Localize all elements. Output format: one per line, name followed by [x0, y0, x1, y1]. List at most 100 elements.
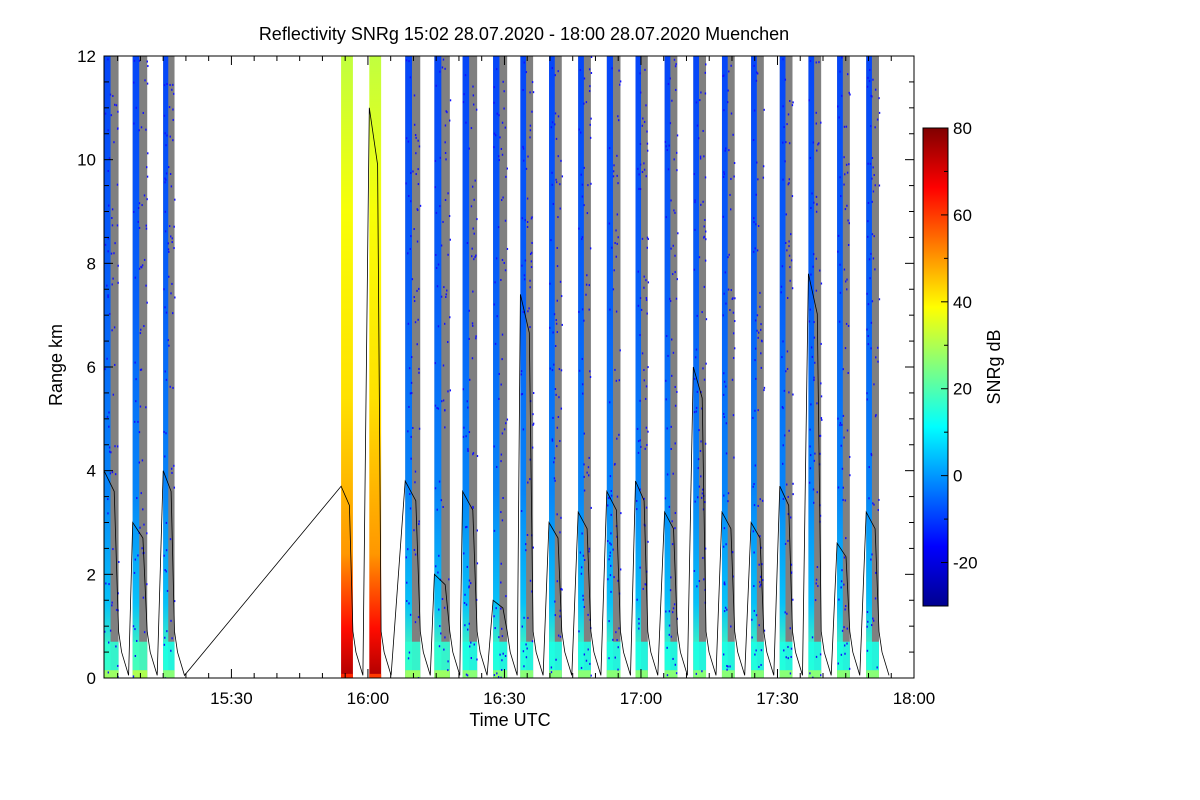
- speckle: [784, 434, 786, 437]
- speckle: [838, 320, 841, 323]
- speckle: [787, 645, 789, 648]
- speckle: [866, 328, 868, 331]
- scan-column-lowrange: [635, 641, 648, 678]
- speckle: [532, 546, 534, 549]
- speckle: [733, 175, 735, 178]
- speckle: [782, 141, 784, 144]
- speckle: [756, 329, 758, 332]
- speckle: [614, 462, 616, 465]
- speckle: [135, 106, 137, 109]
- speckle: [754, 359, 756, 362]
- speckle: [554, 614, 556, 617]
- speckle: [464, 593, 466, 596]
- speckle: [809, 454, 812, 457]
- speckle: [812, 265, 814, 268]
- speckle: [878, 298, 881, 301]
- speckle: [732, 133, 734, 136]
- speckle: [472, 505, 474, 508]
- speckle: [813, 376, 815, 379]
- speckle: [108, 583, 110, 586]
- speckle: [447, 669, 449, 672]
- speckle: [468, 585, 470, 588]
- scan-column-lowrange: [751, 641, 764, 678]
- speckle: [849, 93, 851, 96]
- speckle: [703, 236, 705, 239]
- speckle: [815, 61, 817, 64]
- speckle: [527, 310, 529, 313]
- speckle: [702, 367, 704, 370]
- speckle: [526, 647, 528, 650]
- speckle: [782, 407, 784, 410]
- speckle: [582, 392, 584, 395]
- speckle: [788, 391, 790, 394]
- speckle: [820, 282, 823, 285]
- speckle: [506, 167, 508, 170]
- speckle: [757, 409, 759, 412]
- scan-column-base: [779, 670, 793, 678]
- speckle: [473, 232, 475, 235]
- speckle: [444, 409, 446, 412]
- speckle: [844, 499, 847, 502]
- speckle: [723, 494, 725, 497]
- speckle: [107, 294, 109, 297]
- speckle: [841, 569, 843, 572]
- scan-column: [341, 56, 353, 678]
- speckle: [445, 158, 447, 161]
- speckle: [610, 489, 612, 492]
- speckle: [696, 314, 698, 317]
- speckle: [556, 513, 558, 516]
- speckle: [732, 575, 734, 578]
- speckle: [643, 379, 645, 382]
- speckle: [607, 578, 609, 581]
- speckle: [108, 411, 110, 414]
- speckle: [756, 161, 758, 164]
- speckle: [439, 156, 441, 159]
- speckle: [845, 125, 848, 128]
- speckle: [559, 183, 561, 186]
- speckle: [501, 198, 503, 201]
- speckle: [788, 142, 791, 145]
- speckle: [443, 648, 445, 651]
- speckle: [820, 382, 822, 385]
- speckle: [166, 630, 168, 633]
- speckle: [463, 93, 465, 96]
- speckle: [107, 641, 110, 644]
- speckle: [110, 252, 113, 255]
- speckle: [645, 426, 648, 429]
- speckle: [583, 319, 585, 322]
- speckle: [588, 550, 590, 553]
- speckle: [164, 306, 166, 309]
- speckle: [559, 280, 562, 283]
- speckle: [468, 579, 471, 582]
- speckle: [108, 204, 110, 207]
- speckle: [582, 594, 584, 597]
- speckle: [787, 183, 789, 186]
- speckle: [871, 157, 874, 160]
- speckle: [104, 243, 107, 246]
- speckle: [493, 674, 496, 677]
- speckle: [810, 346, 813, 349]
- speckle: [695, 406, 698, 409]
- speckle: [111, 283, 113, 286]
- speckle: [172, 139, 174, 142]
- speckle: [607, 496, 610, 499]
- speckle: [809, 672, 811, 675]
- speckle: [413, 300, 416, 303]
- speckle: [617, 115, 619, 118]
- scan-column-fill: [132, 56, 140, 678]
- speckle: [784, 611, 786, 614]
- speckle: [840, 586, 842, 589]
- speckle: [165, 178, 167, 181]
- scan-column: [434, 56, 452, 678]
- speckle: [808, 99, 810, 102]
- speckle: [608, 222, 611, 225]
- speckle: [447, 390, 449, 393]
- speckle: [588, 547, 591, 550]
- speckle: [809, 428, 811, 431]
- speckle: [787, 513, 790, 516]
- scan-column-fill: [779, 56, 786, 678]
- speckle: [612, 548, 614, 551]
- speckle: [674, 527, 676, 530]
- speckle: [723, 380, 726, 383]
- speckle: [609, 542, 611, 545]
